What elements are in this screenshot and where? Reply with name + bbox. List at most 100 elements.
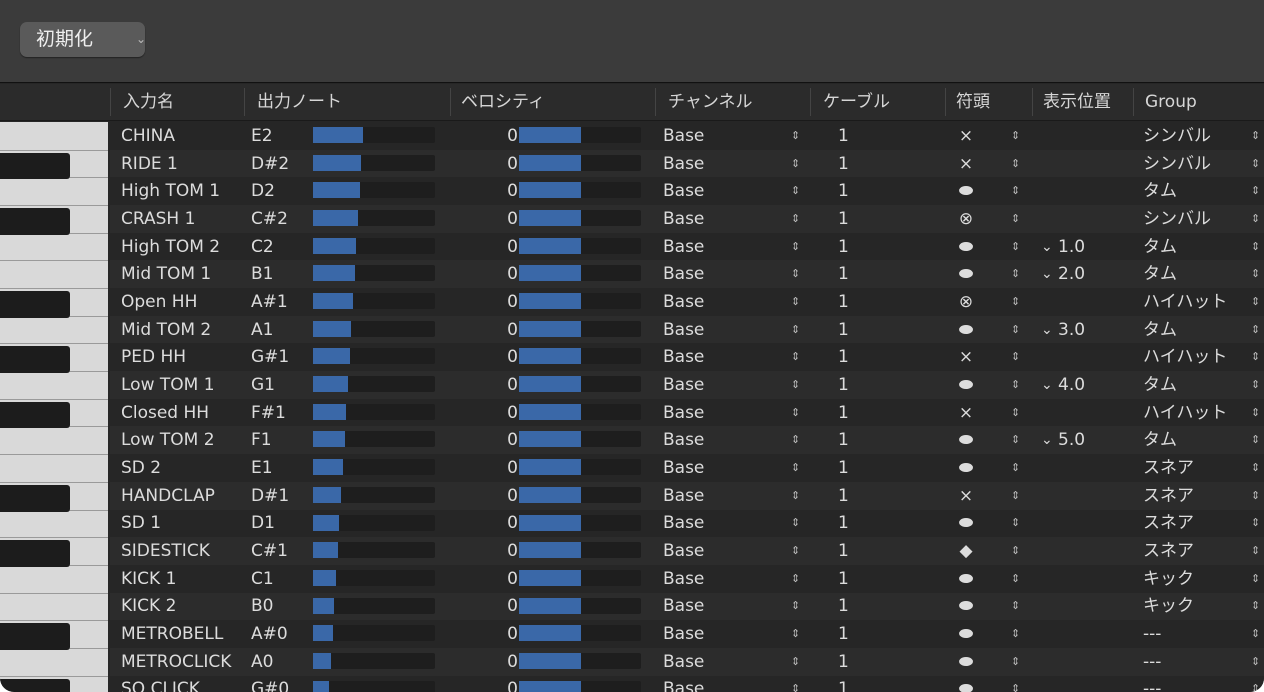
group-stepper[interactable]: ⇕ — [1251, 156, 1261, 170]
notehead-stepper[interactable]: ⇕ — [1011, 267, 1021, 281]
notehead-stepper[interactable]: ⇕ — [1011, 405, 1021, 419]
velocity-bar — [519, 265, 581, 282]
group-stepper[interactable]: ⇕ — [1251, 128, 1261, 142]
velocity-bar — [519, 348, 581, 365]
group-stepper[interactable]: ⇕ — [1251, 350, 1261, 364]
channel-stepper[interactable]: ⇕ — [791, 322, 801, 336]
note-bar — [313, 569, 337, 586]
channel-stepper[interactable]: ⇕ — [791, 682, 801, 692]
notehead-stepper[interactable]: ⇕ — [1011, 433, 1021, 447]
channel-stepper[interactable]: ⇕ — [791, 184, 801, 198]
channel-stepper[interactable]: ⇕ — [791, 239, 801, 253]
velocity: 0 — [507, 374, 518, 395]
group-stepper[interactable]: ⇕ — [1251, 599, 1261, 613]
notehead-stepper[interactable]: ⇕ — [1011, 294, 1021, 308]
channel-stepper[interactable]: ⇕ — [791, 460, 801, 474]
position-chevron: ⌄ — [1041, 266, 1053, 283]
channel-stepper[interactable]: ⇕ — [791, 294, 801, 308]
notehead-stepper[interactable]: ⇕ — [1011, 239, 1021, 253]
notehead-stepper[interactable]: ⇕ — [1011, 488, 1021, 502]
output-note: A#1 — [251, 291, 288, 312]
input-name: SIDESTICK — [121, 541, 210, 562]
group-stepper[interactable]: ⇕ — [1251, 267, 1261, 281]
channel-stepper[interactable]: ⇕ — [791, 571, 801, 585]
group-stepper[interactable]: ⇕ — [1251, 377, 1261, 391]
note-bar — [313, 403, 347, 420]
velocity-bar — [519, 514, 581, 531]
channel-stepper[interactable]: ⇕ — [791, 350, 801, 364]
group-stepper[interactable]: ⇕ — [1251, 405, 1261, 419]
channel-stepper[interactable]: ⇕ — [791, 433, 801, 447]
notehead-stepper[interactable]: ⇕ — [1011, 627, 1021, 641]
channel-stepper[interactable]: ⇕ — [791, 267, 801, 281]
input-name: KICK 2 — [121, 596, 177, 617]
table-row: High TOM 1 D2 0 Base ⇕ 1 ⬬ ⇕ タム ⇕ — [110, 177, 1264, 206]
group-stepper[interactable]: ⇕ — [1251, 682, 1261, 692]
group-stepper[interactable]: ⇕ — [1251, 544, 1261, 558]
group-stepper[interactable]: ⇕ — [1251, 571, 1261, 585]
group: キック — [1143, 568, 1194, 589]
note-bar — [313, 293, 353, 310]
channel-stepper[interactable]: ⇕ — [791, 627, 801, 641]
column-header: 入力名 — [123, 92, 174, 112]
display-position: 2.0 — [1058, 264, 1086, 285]
table-row: Mid TOM 1 B1 0 Base ⇕ 1 ⬬ ⇕ ⌄ 2.0 タム ⇕ — [110, 260, 1264, 289]
channel: Base — [663, 319, 705, 340]
channel-stepper[interactable]: ⇕ — [791, 599, 801, 613]
channel-stepper[interactable]: ⇕ — [791, 488, 801, 502]
notehead-stepper[interactable]: ⇕ — [1011, 211, 1021, 225]
key-separator — [0, 288, 108, 290]
group-stepper[interactable]: ⇕ — [1251, 516, 1261, 530]
note-bar — [313, 680, 330, 692]
velocity-bar — [519, 182, 581, 199]
table-row: RIDE 1 D#2 0 Base ⇕ 1 × ⇕ シンバル ⇕ — [110, 149, 1264, 178]
group-stepper[interactable]: ⇕ — [1251, 322, 1261, 336]
note-track — [313, 542, 435, 559]
notehead-stepper[interactable]: ⇕ — [1011, 322, 1021, 336]
group-stepper[interactable]: ⇕ — [1251, 239, 1261, 253]
input-name: CRASH 1 — [121, 208, 196, 229]
notehead: ⬬ — [958, 457, 974, 478]
channel: Base — [663, 402, 705, 423]
notehead-stepper[interactable]: ⇕ — [1011, 654, 1021, 668]
key-separator — [0, 260, 108, 262]
channel-stepper[interactable]: ⇕ — [791, 156, 801, 170]
notehead-stepper[interactable]: ⇕ — [1011, 544, 1021, 558]
table-row: Low TOM 2 F1 0 Base ⇕ 1 ⬬ ⇕ ⌄ 5.0 タム ⇕ — [110, 426, 1264, 455]
notehead-stepper[interactable]: ⇕ — [1011, 156, 1021, 170]
channel: Base — [663, 485, 705, 506]
notehead-stepper[interactable]: ⇕ — [1011, 571, 1021, 585]
notehead-stepper[interactable]: ⇕ — [1011, 516, 1021, 530]
channel-stepper[interactable]: ⇕ — [791, 377, 801, 391]
channel-stepper[interactable]: ⇕ — [791, 544, 801, 558]
cable: 1 — [838, 541, 849, 562]
notehead-stepper[interactable]: ⇕ — [1011, 184, 1021, 198]
notehead-stepper[interactable]: ⇕ — [1011, 128, 1021, 142]
notehead: ⊗ — [958, 291, 974, 312]
channel-stepper[interactable]: ⇕ — [791, 516, 801, 530]
notehead-stepper[interactable]: ⇕ — [1011, 350, 1021, 364]
group-stepper[interactable]: ⇕ — [1251, 294, 1261, 308]
group: ハイハット — [1143, 347, 1228, 368]
channel-stepper[interactable]: ⇕ — [791, 128, 801, 142]
channel: Base — [663, 153, 705, 174]
velocity: 0 — [507, 181, 518, 202]
notehead-stepper[interactable]: ⇕ — [1011, 599, 1021, 613]
notehead-stepper[interactable]: ⇕ — [1011, 682, 1021, 692]
group-stepper[interactable]: ⇕ — [1251, 460, 1261, 474]
channel-stepper[interactable]: ⇕ — [791, 405, 801, 419]
velocity-bar — [519, 210, 581, 227]
channel-stepper[interactable]: ⇕ — [791, 654, 801, 668]
group-stepper[interactable]: ⇕ — [1251, 211, 1261, 225]
table-row: Low TOM 1 G1 0 Base ⇕ 1 ⬬ ⇕ ⌄ 4.0 タム ⇕ — [110, 371, 1264, 399]
display-position: 4.0 — [1058, 374, 1086, 395]
group-stepper[interactable]: ⇕ — [1251, 184, 1261, 198]
notehead-stepper[interactable]: ⇕ — [1011, 377, 1021, 391]
group-stepper[interactable]: ⇕ — [1251, 488, 1261, 502]
notehead-stepper[interactable]: ⇕ — [1011, 460, 1021, 474]
channel-stepper[interactable]: ⇕ — [791, 211, 801, 225]
reset-button[interactable]: 初期化 ⌄ — [20, 22, 146, 57]
group-stepper[interactable]: ⇕ — [1251, 627, 1261, 641]
group-stepper[interactable]: ⇕ — [1251, 433, 1261, 447]
group-stepper[interactable]: ⇕ — [1251, 654, 1261, 668]
